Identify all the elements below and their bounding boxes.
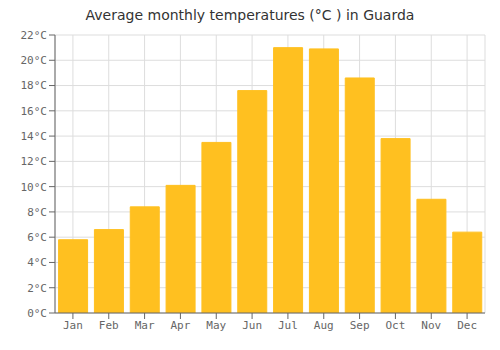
svg-text:16°C: 16°C [21, 105, 48, 118]
svg-text:Oct: Oct [385, 319, 405, 332]
svg-text:12°C: 12°C [21, 155, 48, 168]
svg-text:18°C: 18°C [21, 79, 48, 92]
svg-text:Apr: Apr [170, 319, 190, 332]
svg-text:Feb: Feb [99, 319, 119, 332]
svg-text:20°C: 20°C [21, 54, 48, 67]
svg-text:10°C: 10°C [21, 181, 48, 194]
svg-text:Nov: Nov [421, 319, 441, 332]
svg-text:0°C: 0°C [27, 307, 47, 320]
svg-text:22°C: 22°C [21, 30, 48, 42]
svg-text:4°C: 4°C [27, 256, 47, 269]
svg-text:2°C: 2°C [27, 282, 47, 295]
svg-text:Sep: Sep [350, 319, 370, 332]
svg-text:6°C: 6°C [27, 231, 47, 244]
svg-text:Jul: Jul [278, 319, 298, 332]
svg-text:Mar: Mar [135, 319, 155, 332]
html-text:Average monthly temperatures (: Average monthly temperatures (°C ) in Gu… [85, 7, 415, 23]
svg-text:Dec: Dec [457, 319, 477, 332]
svg-text:Jun: Jun [242, 319, 262, 332]
svg-text:14°C: 14°C [21, 130, 48, 143]
svg-text:Jan: Jan [63, 319, 83, 332]
svg-text:Aug: Aug [314, 319, 334, 332]
svg-text:May: May [206, 319, 226, 332]
svg-text:8°C: 8°C [27, 206, 47, 219]
